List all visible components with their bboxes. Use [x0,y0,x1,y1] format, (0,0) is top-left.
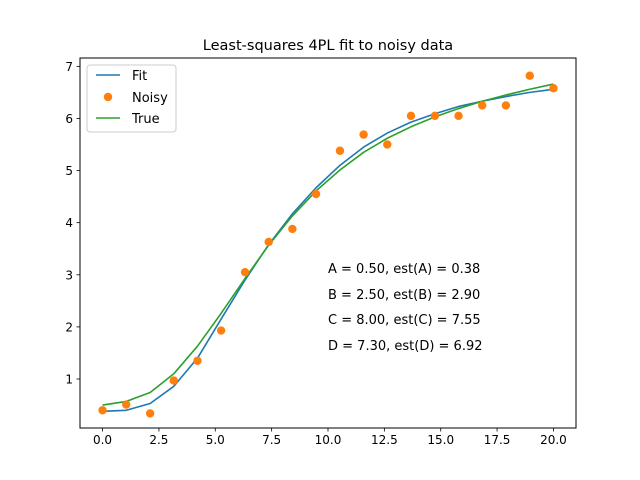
annotation-a: A = 0.50, est(A) = 0.38 [328,262,480,277]
data-point-noisy [430,111,440,121]
x-tick-label: 2.5 [149,433,168,447]
x-tick-label: 5.0 [206,433,225,447]
annotation-d: D = 7.30, est(D) = 6.92 [328,339,483,354]
annotation-b: B = 2.50, est(B) = 2.90 [328,288,480,303]
y-tick-label: 7 [65,60,73,74]
data-point-noisy [264,237,273,247]
y-tick-label: 4 [65,216,73,230]
data-point-noisy [169,376,178,385]
data-point-noisy [549,84,558,93]
y-tick-label: 5 [65,164,73,178]
data-point-noisy [383,140,392,149]
legend-fit-label: Fit [132,69,147,84]
x-axis-ticks: 0.0 2.5 5.0 7.5 10.0 12.5 15.0 17.5 20.0 [93,428,567,447]
data-point-noisy [454,111,463,121]
legend: Fit Noisy True [86,64,177,133]
data-point-noisy [335,146,345,155]
data-point-noisy [98,406,107,415]
x-tick-label: 12.5 [371,433,398,447]
x-tick-label: 10.0 [315,433,342,447]
data-point-noisy [501,101,511,110]
data-point-noisy [311,189,321,199]
y-tick-label: 6 [65,112,73,126]
legend-noisy-label: Noisy [132,91,168,106]
data-point-noisy [216,326,226,335]
data-point-noisy [478,101,487,110]
parameter-annotations: A = 0.50, est(A) = 0.38 B = 2.50, est(B)… [328,262,483,354]
data-point-noisy [240,267,250,277]
legend-box [86,64,177,133]
data-point-noisy [193,356,202,365]
x-tick-label: 0.0 [93,433,112,447]
y-tick-label: 1 [65,373,73,387]
data-point-noisy [525,71,534,80]
x-tick-label: 17.5 [484,433,511,447]
y-tick-label: 3 [65,268,73,282]
series-markers [98,71,558,418]
legend-noisy-swatch [103,92,113,102]
data-point-noisy [359,130,368,139]
legend-true-label: True [131,112,160,127]
axes-frame [79,57,577,429]
y-tick-label: 2 [65,320,73,334]
x-tick-label: 15.0 [427,433,454,447]
data-point-noisy [406,111,416,121]
data-point-noisy [122,400,131,409]
data-point-noisy [145,409,155,418]
x-tick-label: 7.5 [262,433,281,447]
data-point-noisy [288,224,297,234]
series-line-true [102,83,554,406]
chart-title: Least-squares 4PL fit to noisy data [203,38,453,54]
annotation-c: C = 8.00, est(C) = 7.55 [328,313,481,328]
y-axis-ticks: 1 2 3 4 5 6 7 [65,60,80,387]
x-tick-label: 20.0 [540,433,567,447]
